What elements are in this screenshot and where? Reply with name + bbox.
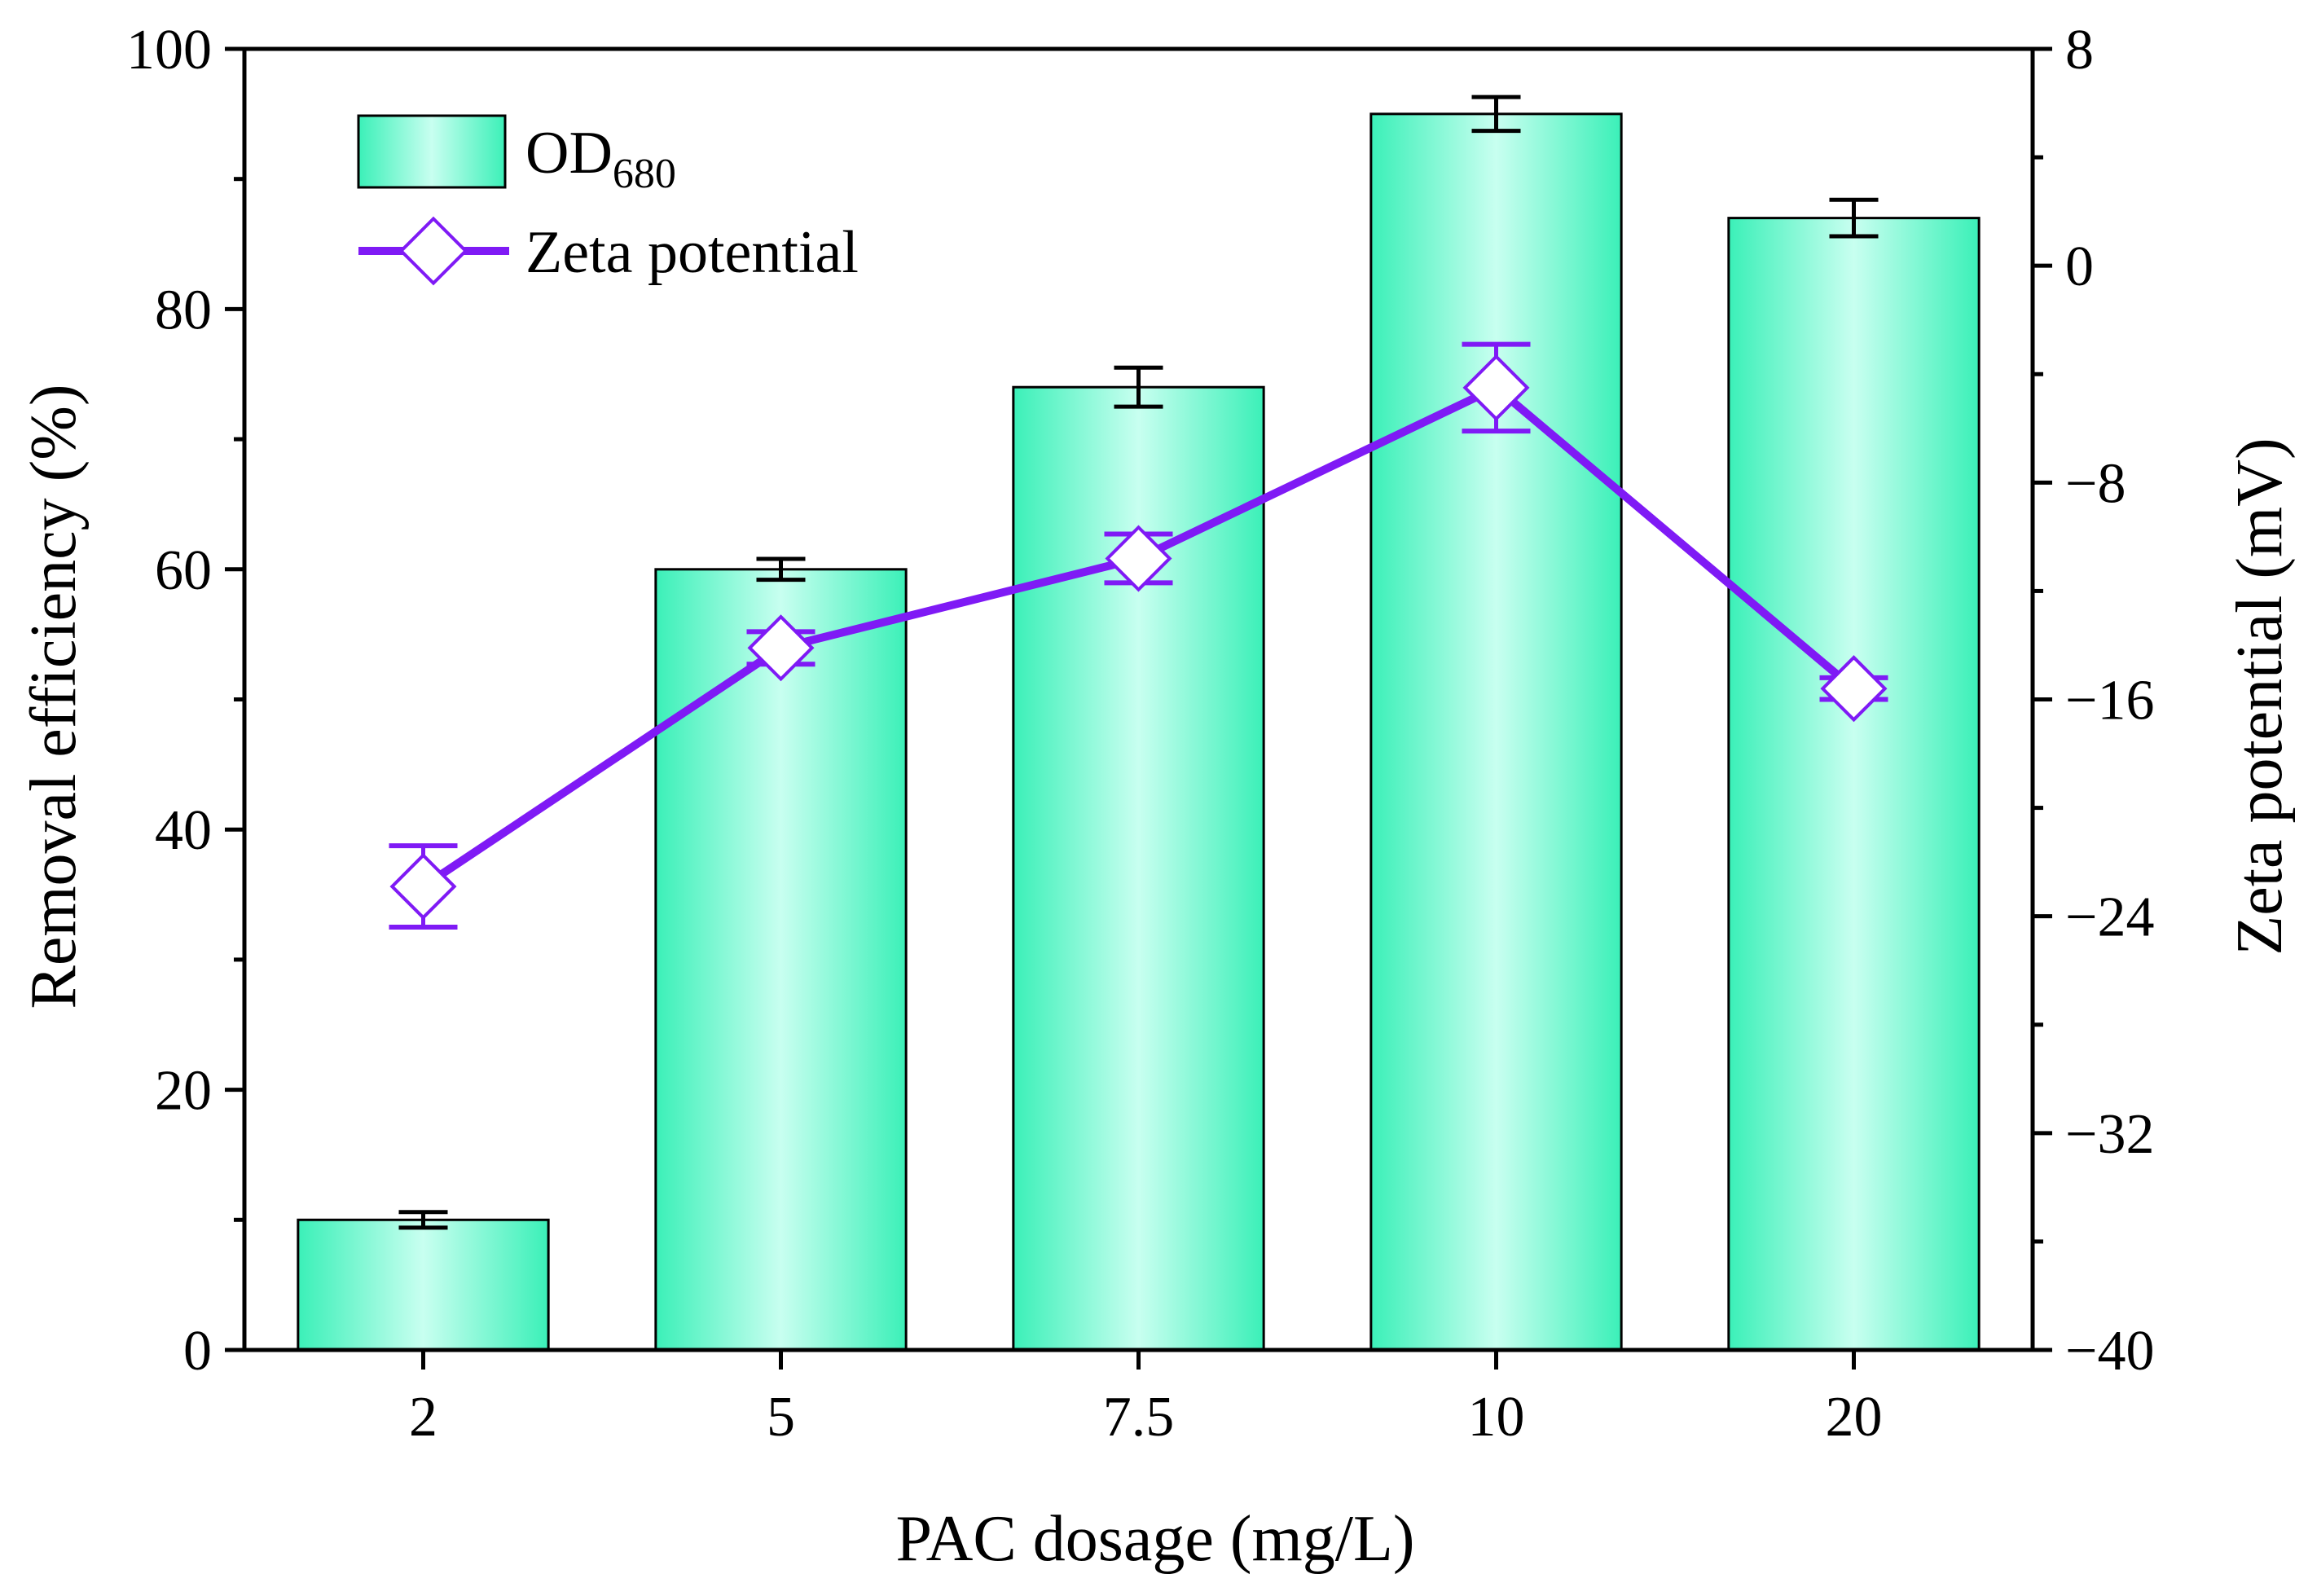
zeta-point-2 bbox=[389, 853, 457, 921]
legend-swatch-zeta-marker bbox=[398, 216, 468, 286]
y2-tick-label--16: −16 bbox=[2065, 670, 2154, 732]
y2-tick-label--8: −8 bbox=[2065, 452, 2126, 515]
x-tick-label-10: 10 bbox=[1468, 1386, 1525, 1449]
y-tick-label-60: 60 bbox=[155, 539, 212, 602]
zeta-point-5 bbox=[747, 614, 815, 682]
x-axis-title: PAC dosage (mg/L) bbox=[895, 1503, 1414, 1575]
x-tick-label-5: 5 bbox=[767, 1386, 795, 1449]
zeta-point-10 bbox=[1462, 354, 1530, 421]
y-tick-label-0: 0 bbox=[183, 1320, 212, 1383]
legend-label-zeta: Zeta potential bbox=[525, 219, 859, 286]
legend-label-od: OD680 bbox=[525, 120, 676, 197]
y-tick-label-80: 80 bbox=[155, 279, 212, 341]
zeta-point-20 bbox=[1820, 655, 1888, 723]
legend-swatch-od bbox=[357, 114, 507, 189]
zeta-point-7.5 bbox=[1105, 525, 1172, 592]
legend: OD680 Zeta potential bbox=[357, 114, 859, 286]
bar-2 bbox=[297, 1218, 550, 1352]
zeta-line-layer bbox=[389, 341, 1888, 930]
y2-tick-label--24: −24 bbox=[2065, 886, 2154, 949]
y2-tick-label--40: −40 bbox=[2065, 1320, 2154, 1383]
bar-5 bbox=[654, 568, 908, 1352]
bar-20 bbox=[1727, 217, 1980, 1352]
y-tick-label-40: 40 bbox=[155, 799, 212, 862]
y-tick-label-20: 20 bbox=[155, 1060, 212, 1123]
y-tick-label-100: 100 bbox=[126, 19, 212, 81]
legend-label-od-main: OD bbox=[525, 120, 613, 187]
y2-tick-label--32: −32 bbox=[2065, 1103, 2154, 1166]
y2-tick-label-8: 8 bbox=[2065, 19, 2094, 81]
y2-axis-title: Zeta potential (mV) bbox=[2224, 437, 2296, 955]
y2-tick-label-0: 0 bbox=[2065, 235, 2094, 298]
x-tick-label-2: 2 bbox=[409, 1386, 437, 1449]
x-tick-label-7.5: 7.5 bbox=[1103, 1386, 1175, 1449]
legend-label-od-sub: 680 bbox=[613, 151, 676, 197]
y-axis-title: Removal efficiency (%) bbox=[18, 384, 90, 1009]
x-tick-label-20: 20 bbox=[1826, 1386, 1883, 1449]
bars-layer bbox=[297, 95, 1980, 1352]
bar-10 bbox=[1369, 112, 1623, 1352]
